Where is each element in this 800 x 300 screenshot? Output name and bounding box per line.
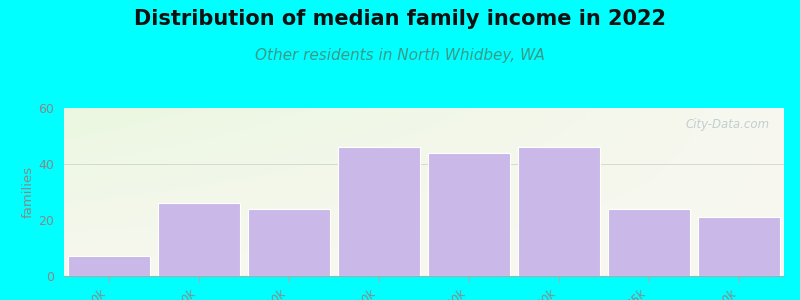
Bar <box>608 209 690 276</box>
Bar <box>248 209 330 276</box>
Y-axis label: families: families <box>22 166 34 218</box>
Text: City-Data.com: City-Data.com <box>686 118 770 131</box>
Bar <box>428 153 510 276</box>
Text: Other residents in North Whidbey, WA: Other residents in North Whidbey, WA <box>255 48 545 63</box>
Bar <box>67 256 150 276</box>
Bar <box>518 147 600 276</box>
Text: Distribution of median family income in 2022: Distribution of median family income in … <box>134 9 666 29</box>
Bar <box>158 203 240 276</box>
Bar <box>338 147 421 276</box>
Bar <box>698 217 781 276</box>
